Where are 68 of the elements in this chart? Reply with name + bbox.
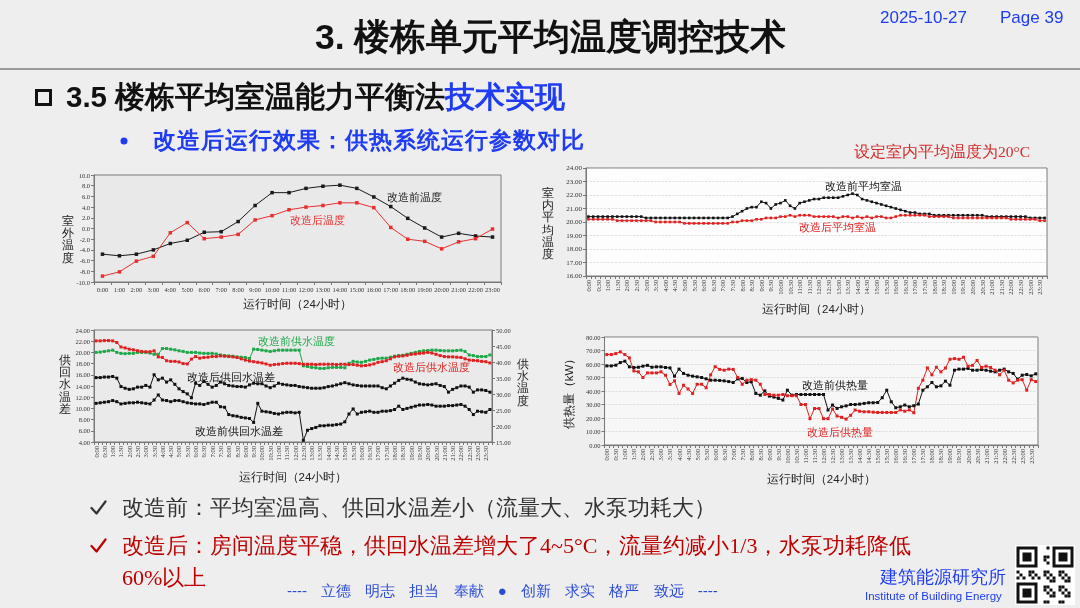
point — [456, 240, 461, 244]
point — [439, 235, 444, 239]
point — [304, 186, 308, 191]
point — [372, 205, 376, 210]
y2-axis-title: 供水温度 — [517, 357, 529, 408]
point — [422, 226, 427, 230]
text: 3.5 楼栋平均室温能力平衡法 — [66, 80, 446, 113]
point — [219, 235, 223, 239]
text: 3. 楼栋单元平均温度调控技术 — [315, 17, 787, 57]
series-label: 改造后温度 — [290, 213, 345, 226]
point — [117, 270, 122, 274]
point — [270, 213, 274, 218]
series-label: 改造后供水温度 — [393, 360, 470, 373]
point — [287, 190, 291, 195]
text: 改造前：平均室温高、供回水温差小（流量大、水泵功耗大） — [122, 494, 716, 522]
x-axis-title: 运行时间（24小时） — [243, 297, 352, 311]
point — [338, 183, 342, 187]
y-axis-title: 室内平均温度 — [542, 186, 554, 262]
point — [236, 219, 240, 224]
point — [389, 225, 393, 230]
text: Page 39 — [1000, 8, 1064, 27]
point — [287, 208, 291, 212]
x-axis-title: 运行时间（24小时） — [766, 473, 876, 486]
series-label: 改造前平均室温 — [825, 179, 902, 192]
point — [168, 231, 173, 235]
point — [304, 205, 308, 209]
text: 2025-10-27 — [880, 8, 967, 27]
point — [490, 227, 495, 231]
point — [117, 254, 122, 258]
point — [134, 259, 139, 263]
text: 建筑能源研究所 — [880, 567, 1006, 587]
series-label: 改造前温度 — [387, 190, 442, 203]
series-label: 改造前供回水温差 — [195, 424, 283, 437]
x-axis-title: 运行时间（24小时） — [762, 302, 871, 316]
point — [134, 252, 139, 256]
series-label: 改造前供热量 — [802, 378, 868, 391]
y-axis-title: 供回水温差 — [59, 353, 71, 416]
text: ---- 立德 明志 担当 奉献 ● 创新 求实 格严 致远 ---- — [287, 582, 718, 599]
point — [439, 247, 444, 251]
point — [321, 203, 325, 208]
point — [270, 190, 274, 195]
point — [338, 201, 342, 205]
y-axis-title: 供热量（kW） — [563, 352, 576, 430]
point — [219, 229, 223, 234]
point — [372, 195, 376, 199]
series-label: 改造后供热量 — [807, 425, 873, 438]
y-axis-title: 室外温度 — [62, 214, 74, 265]
series-label: 改造后平均室温 — [799, 220, 876, 233]
point — [355, 186, 359, 191]
point — [389, 204, 393, 209]
series-label: 改造前供水温度 — [258, 334, 335, 347]
point — [236, 232, 240, 237]
point — [253, 218, 257, 222]
point — [490, 235, 495, 239]
text: 技术实现 — [445, 80, 566, 113]
text: 改造后运行效果：供热系统运行参数对比 — [153, 127, 585, 153]
point — [100, 252, 105, 256]
point — [202, 230, 206, 234]
point — [151, 248, 156, 252]
point — [355, 201, 359, 205]
point — [253, 203, 257, 208]
x-axis-title: 运行时间（24小时） — [238, 471, 348, 484]
point — [202, 236, 206, 241]
point — [321, 184, 325, 188]
point — [405, 237, 410, 241]
point — [100, 274, 105, 278]
text: 设定室内平均温度为20°C — [853, 142, 1031, 160]
text: Institute of Building Energy — [865, 590, 1002, 603]
